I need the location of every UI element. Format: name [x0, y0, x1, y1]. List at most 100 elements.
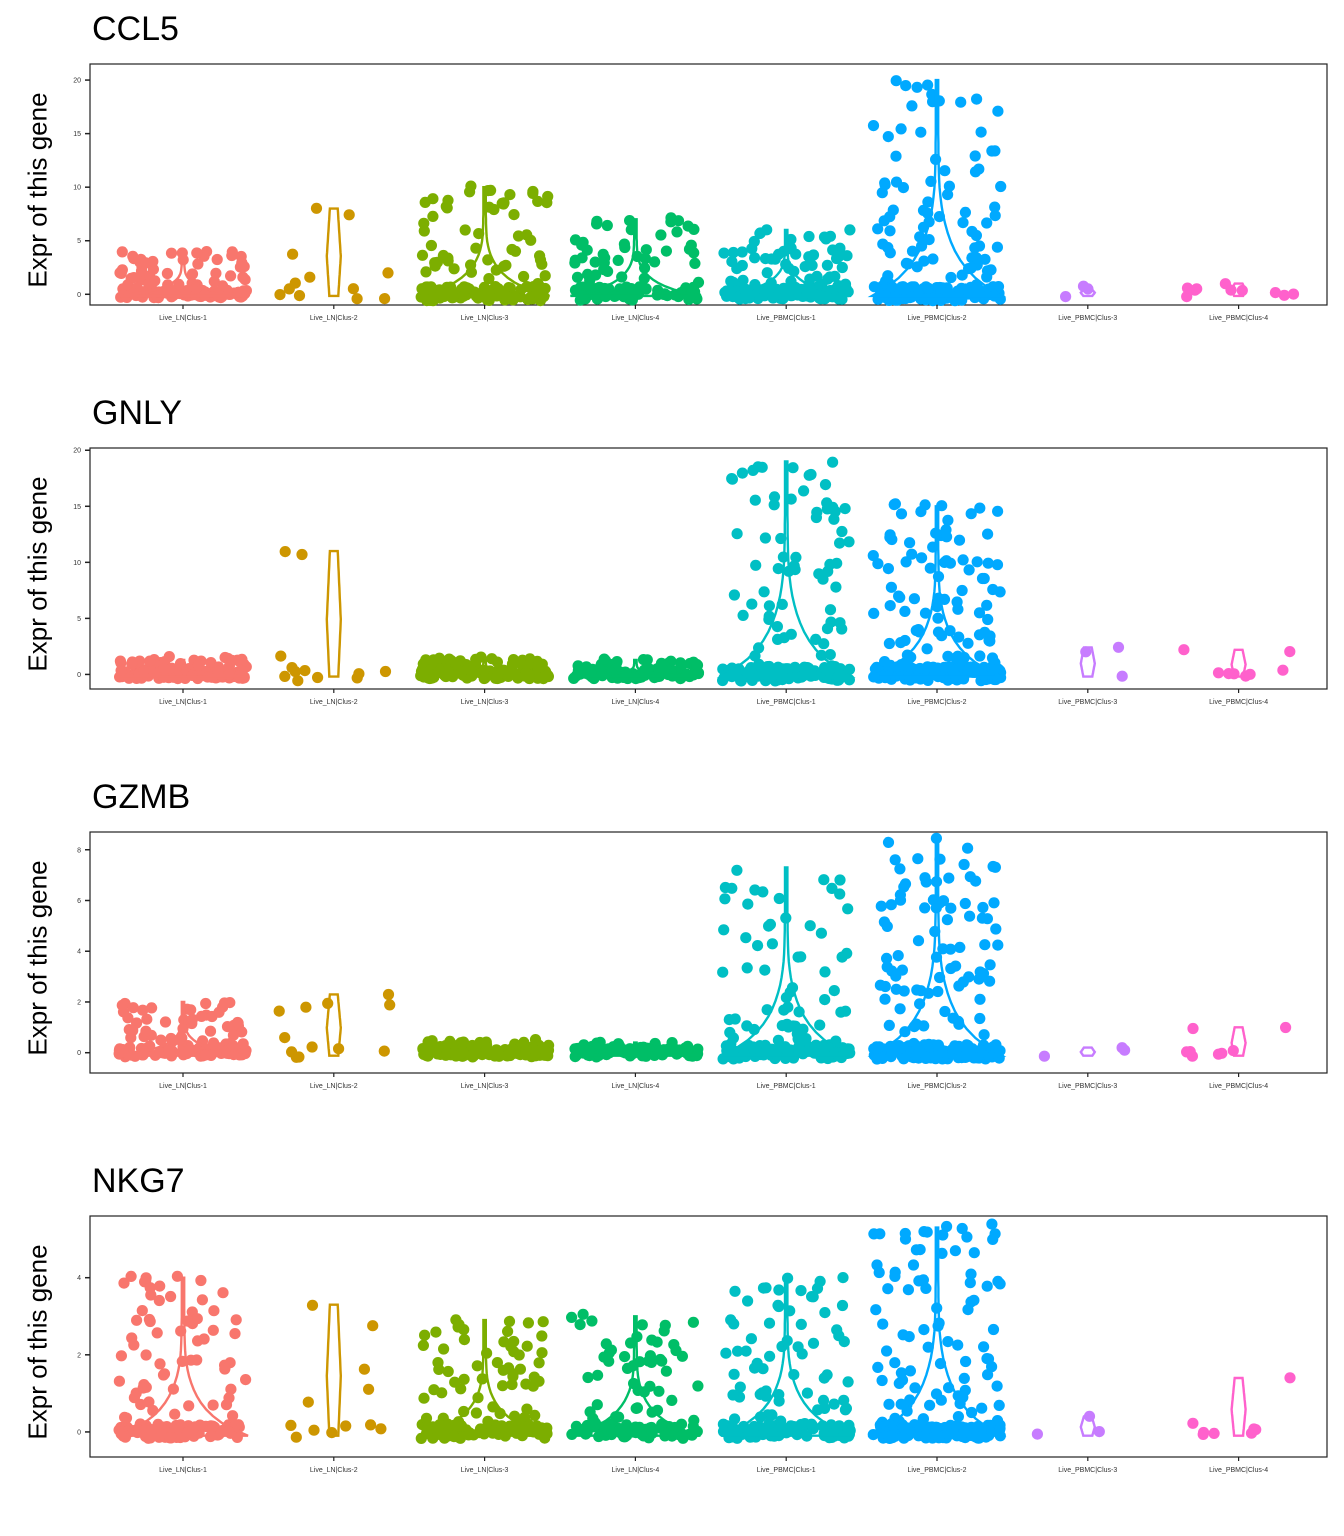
data-point	[433, 1363, 445, 1375]
violin-6	[867, 78, 1007, 298]
data-point	[824, 604, 837, 616]
data-point	[768, 499, 780, 511]
data-point	[384, 999, 396, 1011]
data-point	[503, 1315, 516, 1327]
data-point	[989, 210, 1001, 222]
data-point	[428, 654, 440, 666]
data-point	[617, 288, 629, 301]
data-point	[536, 1347, 548, 1359]
data-point	[827, 244, 839, 256]
data-point	[959, 1051, 971, 1063]
data-point	[950, 652, 962, 664]
y-tick-label: 20	[73, 448, 81, 455]
data-point	[115, 665, 127, 677]
data-point	[153, 1294, 165, 1307]
data-point	[340, 1420, 352, 1432]
data-point	[230, 1314, 242, 1326]
data-point	[343, 209, 355, 221]
data-point	[798, 485, 810, 497]
data-point	[895, 123, 907, 135]
data-point	[842, 903, 854, 915]
violin-2	[325, 993, 343, 1057]
data-point	[687, 1316, 700, 1328]
data-point	[930, 1423, 942, 1435]
data-point	[154, 1280, 166, 1292]
panel-title: NKG7	[92, 1162, 185, 1200]
data-point	[640, 244, 652, 256]
points-5	[717, 456, 856, 687]
data-point	[823, 665, 835, 677]
data-point	[830, 581, 842, 593]
data-point	[185, 1004, 197, 1016]
data-point	[894, 889, 907, 901]
points-4	[568, 653, 705, 685]
data-point	[415, 665, 428, 677]
data-point	[947, 1012, 959, 1024]
data-point	[883, 1019, 895, 1031]
data-point	[922, 196, 934, 208]
data-point	[1284, 1372, 1296, 1384]
data-point	[895, 508, 908, 520]
data-point	[646, 1406, 658, 1418]
data-point	[507, 1370, 519, 1383]
data-point	[822, 565, 834, 577]
data-point	[666, 1394, 678, 1406]
data-point	[768, 491, 781, 503]
x-tick-label: Live_PBMC|Clus-1	[757, 699, 816, 706]
data-point	[165, 1290, 177, 1303]
data-point	[886, 533, 898, 546]
data-point	[915, 126, 927, 138]
data-point	[945, 902, 957, 914]
data-point	[931, 1302, 943, 1314]
points-8	[1178, 644, 1296, 682]
data-point	[458, 1334, 470, 1346]
data-point	[135, 1398, 147, 1411]
x-tick-label: Live_PBMC|Clus-3	[1058, 699, 1117, 706]
data-point	[775, 1415, 787, 1427]
violin-8	[1230, 1026, 1247, 1057]
data-point	[204, 1025, 217, 1037]
data-point	[442, 252, 454, 264]
plot-frame	[89, 1215, 1328, 1458]
data-point	[1119, 1044, 1131, 1056]
data-point	[306, 1299, 319, 1311]
data-point	[506, 243, 518, 256]
data-point	[195, 1010, 208, 1022]
data-point	[418, 1392, 430, 1404]
data-point	[644, 1350, 657, 1362]
data-point	[883, 1398, 895, 1410]
plot-frame	[89, 831, 1328, 1074]
data-point	[871, 661, 883, 673]
data-point	[455, 1383, 467, 1395]
violin-6	[867, 840, 1007, 1057]
data-point	[683, 243, 696, 255]
data-point	[839, 278, 852, 290]
data-point	[670, 1044, 682, 1056]
data-point	[969, 150, 981, 162]
data-point	[776, 1020, 788, 1032]
data-point	[521, 1340, 533, 1352]
data-point	[211, 253, 223, 266]
data-point	[498, 1336, 510, 1348]
data-point	[828, 1398, 840, 1410]
data-point	[125, 1270, 137, 1282]
data-point	[940, 524, 952, 536]
data-point	[886, 1045, 899, 1057]
violin-6	[871, 505, 1003, 678]
data-point	[942, 514, 954, 526]
data-point	[718, 247, 730, 259]
data-point	[498, 260, 510, 272]
data-point	[507, 654, 520, 666]
data-point	[598, 263, 610, 276]
data-point	[872, 223, 884, 235]
data-point	[962, 1304, 974, 1316]
data-point	[976, 912, 989, 924]
data-point	[834, 888, 846, 900]
y-tick-label: 0	[77, 672, 81, 679]
data-point	[982, 613, 994, 626]
violin-4	[570, 658, 701, 678]
data-point	[773, 892, 785, 905]
data-point	[834, 874, 846, 886]
data-point	[128, 272, 140, 284]
data-point	[904, 537, 916, 549]
